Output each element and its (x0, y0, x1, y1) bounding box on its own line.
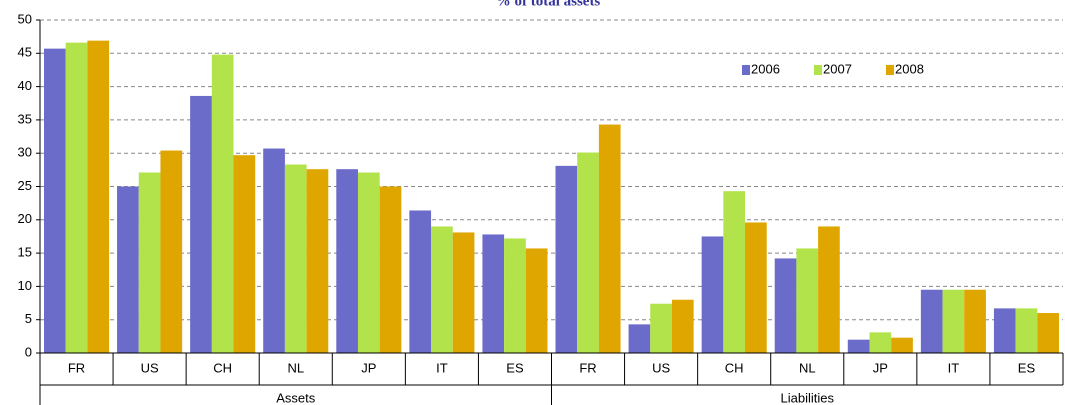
bar (525, 248, 548, 353)
bar (504, 238, 526, 353)
bar (482, 234, 505, 353)
bar (452, 232, 475, 353)
y-tick-label: 40 (18, 78, 32, 93)
bar (650, 303, 672, 353)
bar (555, 165, 578, 353)
y-tick-label: 35 (18, 111, 32, 126)
bar (796, 248, 819, 353)
x-tick-label: IT (436, 360, 448, 375)
x-tick-label: NL (287, 360, 304, 375)
x-tick-label: JP (361, 360, 376, 375)
bar (233, 155, 256, 353)
x-tick-label: US (652, 360, 670, 375)
legend-swatch (886, 65, 894, 75)
x-tick-label: ES (506, 360, 524, 375)
bar (160, 150, 183, 353)
bar (65, 42, 88, 353)
y-tick-label: 20 (18, 211, 32, 226)
bar (44, 48, 66, 353)
bar (409, 210, 432, 353)
legend-swatch (742, 65, 750, 75)
bar (701, 236, 724, 353)
bar (190, 95, 212, 353)
bar (993, 308, 1016, 353)
bar (431, 226, 453, 353)
bar (818, 226, 840, 353)
y-tick-label: 15 (18, 245, 32, 260)
chart-title: % of total assets (496, 0, 601, 9)
bar (671, 299, 694, 353)
bar (138, 172, 161, 353)
bar (577, 152, 599, 353)
bar (628, 324, 651, 353)
bar (869, 332, 892, 353)
y-tick-label: 25 (18, 178, 32, 193)
bar (117, 186, 139, 353)
y-tick-label: 10 (18, 278, 32, 293)
bar (379, 186, 402, 353)
bar (357, 172, 380, 353)
bar (211, 54, 234, 354)
bar (745, 222, 767, 353)
x-tick-label: FR (579, 360, 596, 375)
legend-label: 2006 (751, 61, 780, 76)
bar (964, 289, 986, 353)
y-tick-label: 45 (18, 45, 32, 60)
x-tick-label: NL (799, 360, 816, 375)
bar (263, 148, 285, 353)
bar (336, 169, 358, 353)
x-tick-label: JP (873, 360, 888, 375)
bar (920, 289, 943, 353)
bar (284, 164, 307, 353)
legend-label: 2008 (895, 61, 924, 76)
x-tick-label: CH (725, 360, 744, 375)
y-tick-label: 50 (18, 11, 32, 26)
bar (306, 169, 329, 353)
bar (891, 337, 913, 353)
y-tick-label: 5 (25, 311, 32, 326)
bar (1015, 308, 1038, 353)
bar (774, 258, 797, 353)
bar (87, 40, 110, 354)
group-label: Assets (276, 390, 316, 405)
bar (942, 289, 965, 353)
x-tick-label: FR (68, 360, 85, 375)
y-tick-label: 30 (18, 145, 32, 160)
x-tick-label: IT (948, 360, 960, 375)
group-label: Liabilities (781, 390, 835, 405)
bar (847, 339, 870, 353)
bar (598, 124, 621, 353)
y-tick-label: 0 (25, 344, 32, 359)
bar (723, 191, 746, 353)
x-tick-label: US (141, 360, 159, 375)
x-tick-label: CH (213, 360, 232, 375)
legend-label: 2007 (823, 61, 852, 76)
x-tick-label: ES (1018, 360, 1036, 375)
legend-swatch (814, 65, 822, 75)
bar (1037, 313, 1059, 353)
